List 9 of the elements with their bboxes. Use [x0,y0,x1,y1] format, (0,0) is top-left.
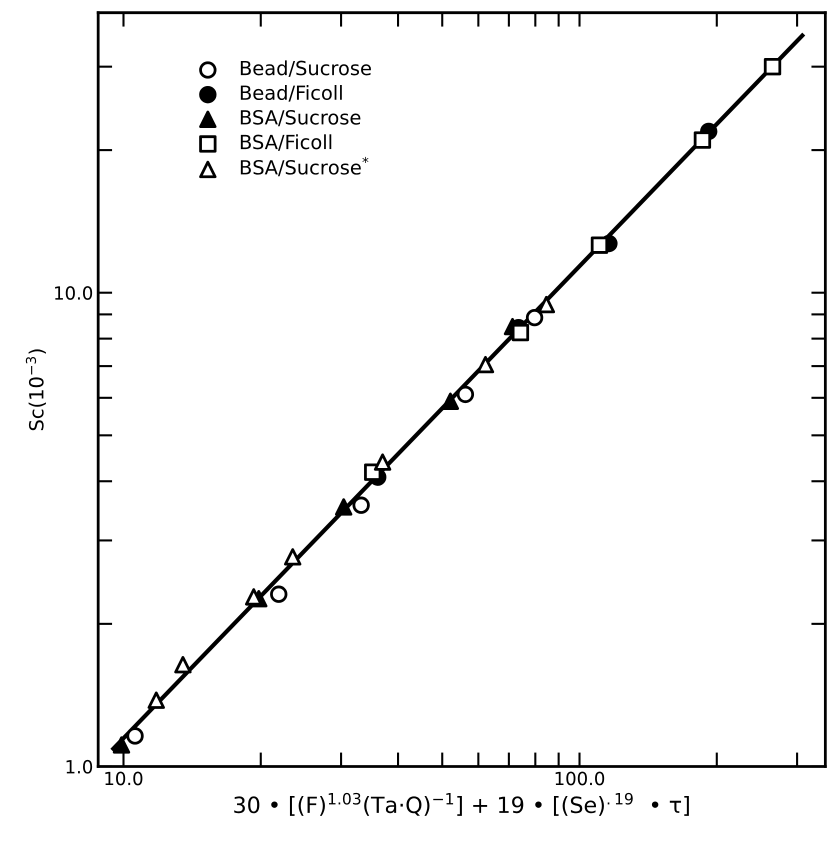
legend-label: BSA/Sucrose$^{*}$ [240,156,368,176]
legend-label: Bead/Ficoll [240,84,342,102]
y-tick-label: 1.0 [66,760,92,774]
x-tick-label: 100.0 [556,772,604,786]
legend-label: BSA/Sucrose [240,110,360,126]
y-axis-title: Sc(10$^{−3}$) [26,349,46,430]
text: 30 • [(F)$^{1.03}$(Ta·Q)$^{−1}$] + 19 • [(Se)$^{.19}$ • τ] [234,792,689,816]
legend-label: BSA/Ficoll [240,134,332,151]
legend-label: Bead/Sucrose [240,60,371,77]
